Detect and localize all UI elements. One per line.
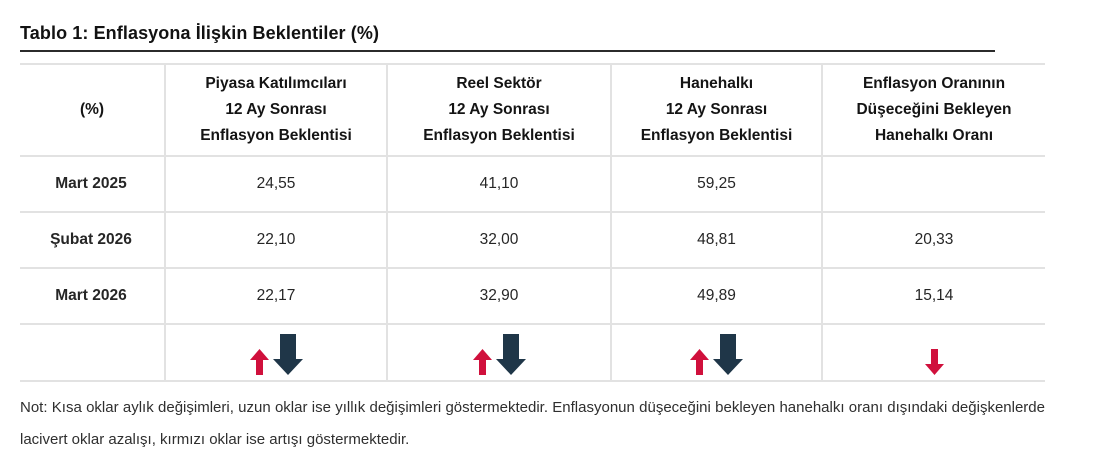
value-cell: 59,25 — [610, 155, 822, 213]
value-cell: 24,55 — [164, 155, 387, 213]
header-line: Hanehalkı — [679, 75, 754, 92]
table-row-subat-2026: Şubat 2026 22,10 32,00 48,81 20,33 — [20, 211, 1045, 269]
header-line: Enflasyon Beklentisi — [200, 127, 352, 144]
value-cell: 48,81 — [610, 211, 822, 269]
header-line: Reel Sektör — [456, 75, 542, 92]
value-cell-empty — [821, 155, 1045, 213]
arrow-cell-empty — [20, 323, 165, 382]
arrows-row — [20, 323, 1045, 382]
navy-long-down-arrow-icon — [713, 334, 743, 375]
table-title: Tablo 1: Enflasyona İlişkin Beklentiler … — [20, 23, 380, 43]
table-footnote: Not: Kısa oklar aylık değişimleri, uzun … — [20, 399, 1045, 448]
arrow-cell — [821, 323, 1045, 382]
arrow-cell — [164, 323, 387, 382]
red-short-up-arrow-icon — [690, 349, 709, 375]
header-line: 12 Ay Sonrası — [665, 101, 768, 118]
header-line: 12 Ay Sonrası — [448, 101, 550, 118]
value-cell: 22,17 — [164, 267, 387, 325]
row-label: Mart 2026 — [20, 267, 165, 325]
header-line: Enflasyon Beklentisi — [423, 127, 575, 144]
value-cell: 22,10 — [164, 211, 387, 269]
value-cell: 49,89 — [610, 267, 822, 325]
header-line: Enflasyon Beklentisi — [640, 127, 793, 144]
red-short-down-arrow-icon — [924, 349, 944, 375]
arrow-cell — [386, 323, 611, 382]
header-cell-households: Hanehalkı 12 Ay Sonrası Enflasyon Beklen… — [610, 63, 822, 157]
header-cell-unit: (%) — [20, 63, 165, 157]
value-cell: 15,14 — [821, 267, 1045, 325]
report-page: Tablo 1: Enflasyona İlişkin Beklentiler … — [20, 23, 1045, 448]
header-line: Piyasa Katılımcıları — [205, 75, 347, 92]
header-cell-expect-decline: Enflasyon Oranının Düşeceğini Bekleyen H… — [821, 63, 1045, 157]
value-cell: 32,00 — [386, 211, 611, 269]
red-short-up-arrow-icon — [249, 349, 269, 375]
title-underline — [20, 50, 995, 52]
navy-long-down-arrow-icon — [272, 334, 303, 375]
header-cell-real-sector: Reel Sektör 12 Ay Sonrası Enflasyon Bekl… — [386, 63, 611, 157]
table-row-mart-2025: Mart 2025 24,55 41,10 59,25 — [20, 155, 1045, 213]
row-label: Mart 2025 — [20, 155, 165, 213]
table-row-mart-2026: Mart 2026 22,17 32,90 49,89 15,14 — [20, 267, 1045, 325]
header-line: Hanehalkı Oranı — [874, 127, 993, 144]
value-cell: 20,33 — [821, 211, 1045, 269]
header-row: (%) Piyasa Katılımcıları 12 Ay Sonrası E… — [20, 63, 1045, 157]
header-line: (%) — [79, 101, 105, 118]
header-line: 12 Ay Sonrası — [225, 101, 327, 118]
navy-long-down-arrow-icon — [495, 334, 526, 375]
header-line: Düşeceğini Bekleyen — [856, 101, 1012, 118]
header-line: Enflasyon Oranının — [862, 75, 1006, 92]
arrow-cell — [610, 323, 822, 382]
header-cell-market-participants: Piyasa Katılımcıları 12 Ay Sonrası Enfla… — [164, 63, 387, 157]
red-short-up-arrow-icon — [472, 349, 492, 375]
row-label: Şubat 2026 — [20, 211, 165, 269]
value-cell: 32,90 — [386, 267, 611, 325]
value-cell: 41,10 — [386, 155, 611, 213]
inflation-expectations-table: (%) Piyasa Katılımcıları 12 Ay Sonrası E… — [20, 63, 1045, 382]
